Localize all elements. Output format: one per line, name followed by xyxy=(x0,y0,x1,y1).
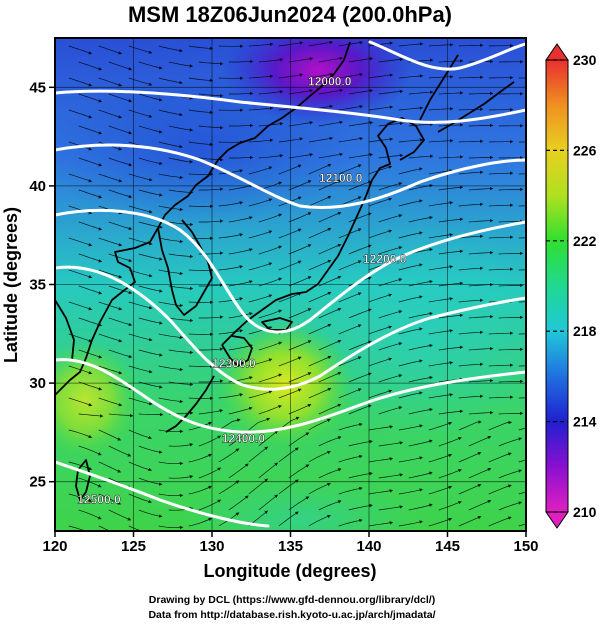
plot-area: 12000.0 12100.0 12200.0 12300.0 12400.0 12500… xyxy=(30,15,553,560)
contour-label: 12100.0 xyxy=(319,171,363,185)
colorbar-tick-label: 222 xyxy=(573,233,597,249)
x-axis-label: Longitude (degrees) xyxy=(203,561,376,581)
x-tick-label: 130 xyxy=(199,538,224,555)
contour-label: 12000.0 xyxy=(308,74,352,88)
contour-label: 12500.0 xyxy=(77,492,121,506)
y-tick-label: 30 xyxy=(29,375,46,392)
colorbar: 210 214 218 222 226 230 xyxy=(546,44,597,528)
y-axis-ticks: 25 30 35 40 45 xyxy=(29,79,55,490)
colorbar-tick-label: 230 xyxy=(573,52,597,68)
y-axis-label: Latitude (degrees) xyxy=(1,207,21,363)
colorbar-tick-label: 210 xyxy=(573,504,597,520)
x-axis-ticks: 120 125 130 135 140 145 150 xyxy=(42,531,538,555)
colorbar-scale xyxy=(546,60,568,512)
y-tick-label: 25 xyxy=(29,474,46,491)
x-tick-label: 125 xyxy=(121,538,146,555)
colorbar-tick-label: 226 xyxy=(573,142,597,158)
x-tick-label: 150 xyxy=(513,538,538,555)
x-tick-label: 145 xyxy=(435,538,460,555)
colorbar-bottom-arrow xyxy=(546,512,568,528)
map-title: MSM 18Z06Jun2024 (200.0hPa) xyxy=(128,2,452,27)
contour-label: 12300.0 xyxy=(212,356,256,370)
x-tick-label: 120 xyxy=(42,538,67,555)
credit-drawing: Drawing by DCL (https://www.gfd-dennou.o… xyxy=(149,594,435,606)
x-tick-label: 135 xyxy=(278,538,303,555)
contour-label: 12400.0 xyxy=(222,431,266,445)
y-tick-label: 40 xyxy=(29,178,46,195)
colorbar-top-arrow xyxy=(546,44,568,60)
warm-sw-region xyxy=(30,340,140,460)
credit-data: Data from http://database.rish.kyoto-u.a… xyxy=(148,609,435,621)
contour-label: 12200.0 xyxy=(363,252,407,266)
y-tick-label: 35 xyxy=(29,277,46,294)
colorbar-tick-label: 214 xyxy=(573,414,597,430)
colorbar-tick-label: 218 xyxy=(573,323,597,339)
y-tick-label: 45 xyxy=(29,79,46,96)
x-tick-label: 140 xyxy=(356,538,381,555)
